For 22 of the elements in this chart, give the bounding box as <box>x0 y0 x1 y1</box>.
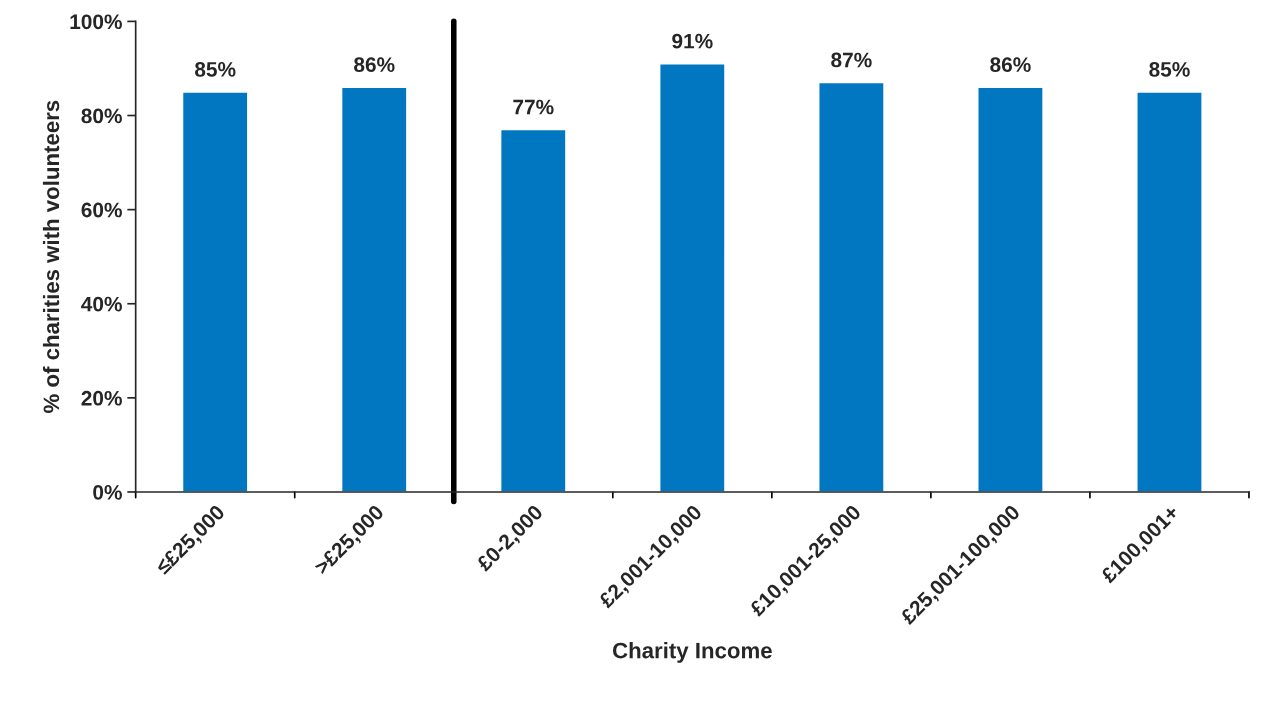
bar <box>499 128 567 492</box>
bar <box>1136 91 1203 492</box>
data-label: 86% <box>354 57 395 73</box>
data-label: 87% <box>831 52 872 68</box>
bar <box>181 91 249 492</box>
bar <box>818 81 885 492</box>
data-label: 77% <box>513 99 554 115</box>
x-axis-title: Charity Income <box>612 642 772 663</box>
y-tick-label: 0% <box>93 484 122 500</box>
data-label: 85% <box>1149 62 1190 77</box>
y-tick-label: 40% <box>81 296 122 312</box>
data-label: 91% <box>672 33 713 49</box>
bar <box>977 86 1044 492</box>
data-label: 85% <box>195 62 236 77</box>
y-tick-label: 80% <box>81 108 122 124</box>
data-label: 86% <box>990 57 1031 73</box>
bar <box>340 86 408 492</box>
y-axis-title: % of charities with volunteers <box>42 100 60 413</box>
y-tick-label: 60% <box>81 202 122 218</box>
y-tick-label: 20% <box>81 390 122 406</box>
y-tick-label: 100% <box>70 14 122 30</box>
bar <box>659 63 726 492</box>
